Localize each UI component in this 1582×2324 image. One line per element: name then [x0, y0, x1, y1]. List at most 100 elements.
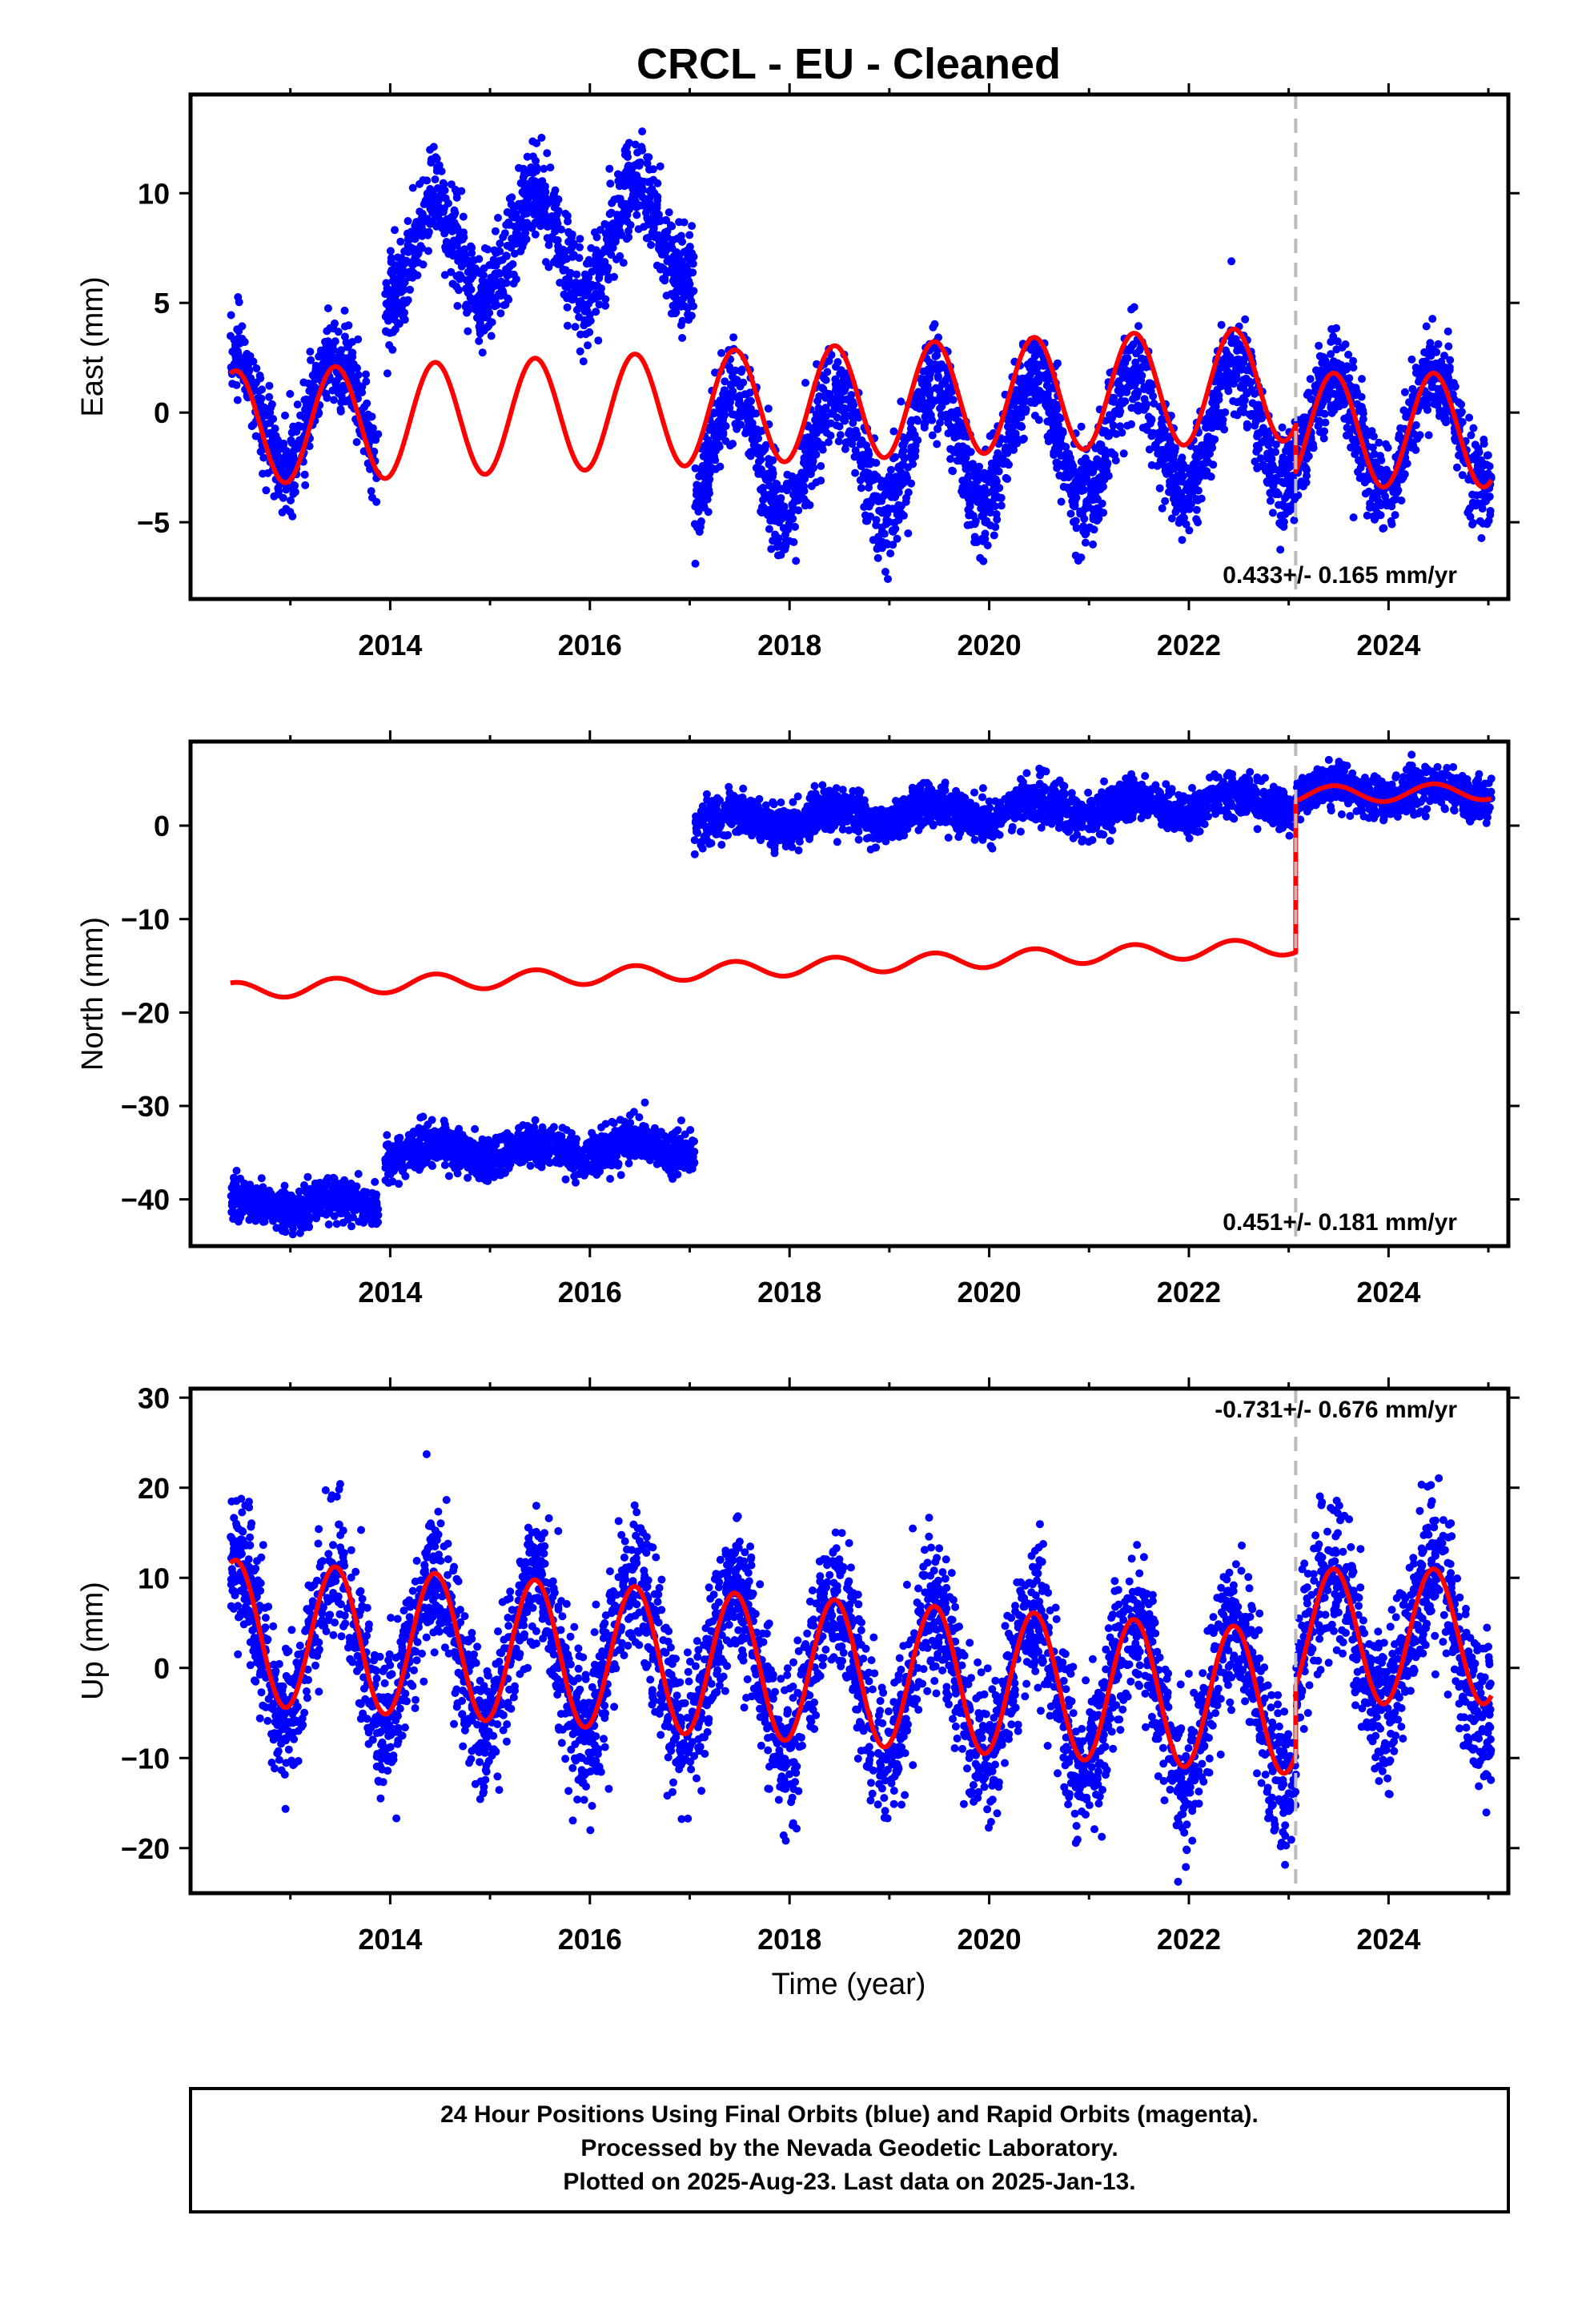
plot-border — [188, 92, 1511, 601]
data-point — [283, 453, 291, 462]
data-point — [563, 280, 572, 289]
data-point — [527, 163, 536, 171]
data-point — [303, 1172, 312, 1181]
data-point — [289, 1224, 297, 1233]
data-point — [1449, 379, 1458, 388]
data-point — [280, 1181, 289, 1190]
data-point — [873, 553, 882, 562]
data-point — [1267, 436, 1275, 444]
data-point — [282, 485, 291, 494]
data-point — [505, 195, 514, 203]
data-point — [877, 508, 886, 516]
data-point — [1278, 423, 1287, 432]
data-point — [231, 336, 240, 344]
data-point — [1099, 509, 1108, 517]
data-point — [1379, 524, 1388, 533]
data-point — [336, 407, 345, 416]
data-point — [490, 302, 499, 311]
data-point — [1368, 494, 1377, 503]
data-point — [350, 382, 359, 391]
data-point — [1078, 467, 1086, 476]
data-point — [818, 424, 827, 433]
data-point — [1483, 460, 1491, 469]
data-point — [681, 302, 689, 311]
data-point — [400, 247, 409, 255]
data-point — [769, 537, 777, 545]
data-point — [821, 405, 830, 413]
data-point — [1440, 352, 1448, 360]
data-point — [528, 187, 536, 195]
data-point — [983, 541, 992, 549]
data-point — [1483, 451, 1492, 460]
data-point — [1129, 395, 1137, 404]
data-point — [1131, 358, 1140, 367]
data-point — [1267, 461, 1275, 470]
data-point — [508, 211, 517, 220]
data-point — [1268, 509, 1277, 517]
data-point — [409, 256, 418, 265]
data-point — [362, 1188, 371, 1196]
data-point — [1079, 478, 1087, 487]
data-point — [418, 227, 427, 236]
data-point — [1217, 320, 1226, 329]
data-point — [1063, 459, 1072, 468]
data-point — [484, 245, 492, 254]
data-point — [662, 292, 671, 300]
data-point — [1271, 440, 1280, 449]
data-point — [316, 362, 325, 371]
data-point — [891, 476, 899, 485]
data-point — [665, 208, 673, 217]
data-point — [1409, 442, 1418, 450]
data-point — [576, 235, 584, 243]
data-point — [1089, 505, 1098, 514]
data-point — [1019, 398, 1028, 407]
data-point — [1070, 486, 1078, 495]
data-point — [1465, 413, 1474, 422]
data-point — [1389, 496, 1398, 505]
data-point — [689, 287, 698, 296]
data-point — [464, 267, 472, 276]
data-point — [1439, 369, 1447, 377]
data-point — [595, 300, 604, 309]
data-point — [878, 540, 887, 549]
data-point — [872, 459, 881, 467]
data-point — [1017, 421, 1026, 430]
data-point — [693, 480, 701, 489]
data-point — [496, 292, 505, 300]
data-point — [777, 550, 785, 559]
data-point — [1178, 453, 1186, 462]
data-point — [1106, 411, 1114, 420]
model-line — [228, 326, 1494, 490]
data-point — [1351, 384, 1360, 392]
data-point — [946, 423, 955, 431]
data-point — [715, 432, 724, 440]
data-point — [944, 429, 953, 438]
data-point — [990, 531, 998, 540]
data-point — [676, 285, 685, 294]
data-point — [1186, 466, 1195, 475]
data-point — [568, 230, 576, 239]
data-point — [520, 239, 528, 247]
data-point — [233, 396, 242, 404]
data-point — [447, 242, 456, 250]
data-point — [247, 422, 256, 431]
data-point — [1050, 451, 1058, 459]
data-point — [743, 390, 751, 399]
data-point — [958, 456, 966, 464]
data-point — [759, 496, 768, 505]
data-point — [396, 237, 405, 246]
data-point — [475, 336, 484, 345]
data-point — [771, 485, 780, 494]
data-point — [982, 518, 991, 527]
data-point — [906, 452, 915, 460]
data-point — [705, 456, 714, 464]
data-point — [654, 210, 663, 219]
data-point — [1002, 435, 1010, 444]
data-point — [857, 484, 865, 493]
data-point — [1026, 384, 1035, 393]
data-point — [363, 410, 372, 419]
data-point — [1485, 493, 1494, 501]
data-point — [1147, 416, 1156, 424]
data-point — [865, 460, 874, 468]
data-point — [543, 149, 552, 158]
